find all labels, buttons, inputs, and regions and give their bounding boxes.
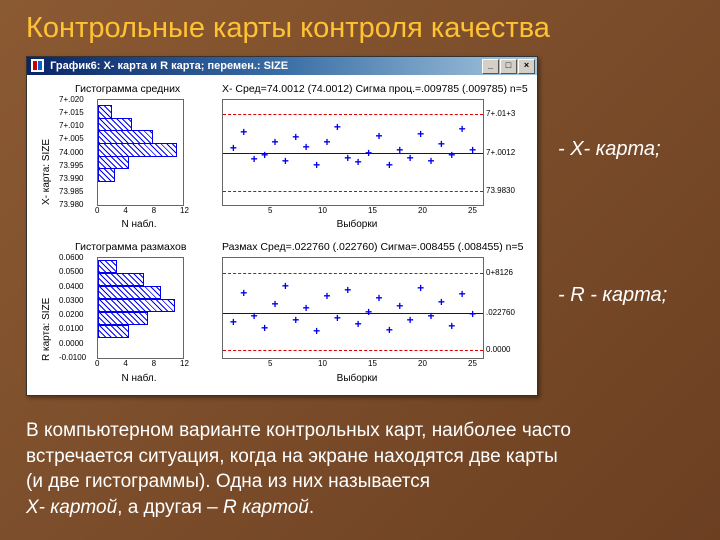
data-point: +: [438, 140, 445, 148]
hist-r-plot: [97, 257, 184, 359]
data-point: +: [407, 154, 414, 162]
data-point: +: [323, 138, 330, 146]
data-point: +: [313, 327, 320, 335]
data-point: +: [303, 304, 310, 312]
minimize-button[interactable]: _: [482, 59, 499, 74]
data-point: +: [251, 155, 258, 163]
data-point: +: [469, 310, 476, 318]
hist-x-xlabel: N набл.: [109, 219, 169, 230]
data-point: +: [407, 316, 414, 324]
data-point: +: [271, 300, 278, 308]
data-point: +: [355, 320, 362, 328]
hist-x-plot: [97, 99, 184, 206]
data-point: +: [459, 125, 466, 133]
hist-bar: [98, 156, 129, 170]
page-title: Контрольные карты контроля качества: [0, 0, 720, 45]
hist-bar: [98, 299, 175, 312]
data-point: +: [251, 312, 258, 320]
cc-r-plot: ++++++++++++++++++++++++: [222, 257, 484, 359]
hist-bar: [98, 105, 112, 119]
hist-bar: [98, 260, 117, 273]
hist-bar: [98, 286, 161, 299]
cc-x-plot: ++++++++++++++++++++++++: [222, 99, 484, 206]
hist-bar: [98, 273, 144, 286]
window-title-text: График6: X- карта и R карта; перемен.: S…: [50, 60, 288, 72]
data-point: +: [355, 158, 362, 166]
caption-xcard: X- картой: [26, 497, 117, 518]
data-point: +: [303, 143, 310, 151]
hist-bar: [98, 130, 153, 144]
data-point: +: [375, 132, 382, 140]
hist-x-title: Гистограмма средних: [75, 83, 180, 95]
hist-x-ylabel: X- карта: SIZE: [41, 139, 52, 205]
hist-r-ylabel: R карта: SIZE: [41, 298, 52, 361]
data-point: +: [261, 151, 268, 159]
hist-bar: [98, 312, 148, 325]
data-point: +: [240, 128, 247, 136]
data-point: +: [427, 312, 434, 320]
data-point: +: [292, 316, 299, 324]
data-point: +: [375, 294, 382, 302]
hist-r-title: Гистограмма размахов: [75, 241, 186, 253]
app-icon: [31, 59, 44, 72]
data-point: +: [282, 282, 289, 290]
data-point: +: [365, 149, 372, 157]
data-point: +: [448, 322, 455, 330]
data-point: +: [386, 326, 393, 334]
data-point: +: [323, 292, 330, 300]
data-point: +: [396, 146, 403, 154]
caption-line3: (и две гистограммы). Одна из них называе…: [26, 471, 430, 492]
close-button[interactable]: ×: [518, 59, 535, 74]
maximize-button[interactable]: □: [500, 59, 517, 74]
side-label-x-card: - X- карта;: [558, 138, 661, 161]
data-point: +: [313, 161, 320, 169]
caption-line1: В компьютерном варианте контрольных карт…: [26, 420, 571, 441]
cc-r-xlabel: Выборки: [317, 373, 397, 384]
data-point: +: [230, 144, 237, 152]
cc-x-xlabel: Выборки: [317, 219, 397, 230]
data-point: +: [469, 146, 476, 154]
data-point: +: [261, 324, 268, 332]
data-point: +: [396, 302, 403, 310]
hist-bar: [98, 168, 115, 182]
hist-bar: [98, 325, 129, 338]
hist-bar: [98, 143, 177, 157]
data-point: +: [334, 123, 341, 131]
data-point: +: [230, 318, 237, 326]
data-point: +: [292, 133, 299, 141]
stat-window: График6: X- карта и R карта; перемен.: S…: [26, 56, 538, 396]
data-point: +: [334, 314, 341, 322]
window-titlebar[interactable]: График6: X- карта и R карта; перемен.: S…: [27, 57, 537, 75]
data-point: +: [282, 157, 289, 165]
data-point: +: [344, 154, 351, 162]
data-point: +: [427, 157, 434, 165]
data-point: +: [417, 130, 424, 138]
data-point: +: [240, 289, 247, 297]
data-point: +: [271, 138, 278, 146]
caption-block: В компьютерном варианте контрольных карт…: [26, 418, 686, 521]
caption-rcard: R картой: [223, 497, 309, 518]
data-point: +: [459, 290, 466, 298]
data-point: +: [417, 284, 424, 292]
data-point: +: [344, 286, 351, 294]
hist-bar: [98, 118, 132, 132]
data-point: +: [365, 308, 372, 316]
data-point: +: [438, 298, 445, 306]
data-point: +: [448, 151, 455, 159]
hist-r-xlabel: N набл.: [109, 373, 169, 384]
cc-x-title: X- Сред=74.0012 (74.0012) Сигма проц.=.0…: [222, 83, 528, 95]
cc-r-title: Размах Сред=.022760 (.022760) Сигма=.008…: [222, 241, 523, 253]
caption-line2: встречается ситуация, когда на экране на…: [26, 446, 558, 467]
data-point: +: [386, 161, 393, 169]
side-label-r-card: - R - карта;: [558, 284, 667, 307]
